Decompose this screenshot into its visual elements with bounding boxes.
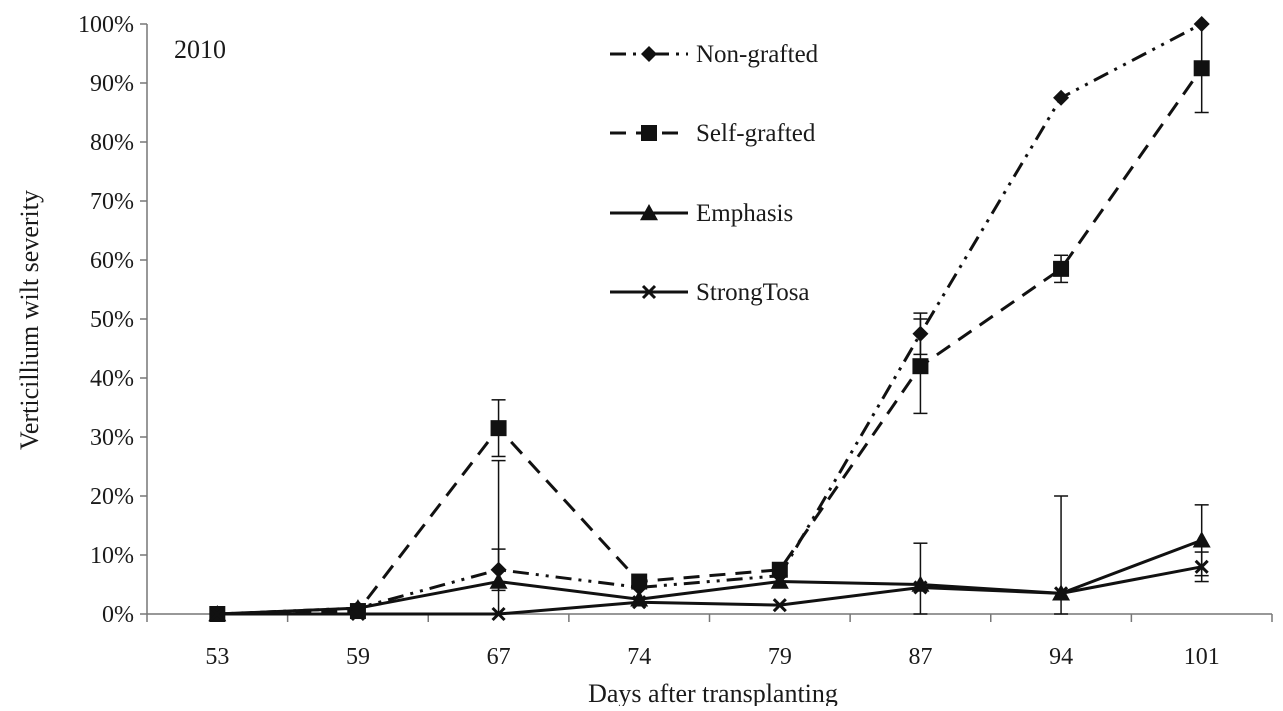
legend-label: Emphasis bbox=[696, 200, 793, 227]
y-tick-label: 30% bbox=[90, 425, 134, 451]
series-markers bbox=[208, 16, 1211, 622]
y-tick-label: 100% bbox=[78, 12, 134, 38]
y-tick-label: 90% bbox=[90, 71, 134, 97]
data-point-triangle bbox=[489, 572, 508, 589]
data-point-square bbox=[1193, 60, 1210, 77]
x-tick-label: 79 bbox=[768, 644, 792, 670]
data-point-square bbox=[631, 573, 648, 590]
y-tick-label: 50% bbox=[90, 307, 134, 333]
x-tick-label: 94 bbox=[1049, 644, 1073, 670]
data-point-triangle bbox=[770, 572, 789, 589]
data-point-x bbox=[1194, 559, 1209, 574]
series-line-0 bbox=[217, 22, 1203, 616]
x-tick-label: 53 bbox=[205, 644, 229, 670]
tick-labels: 0% 10% 20% 30% 40% 50% 60% 70% 80% 90% 100% 53 59 67 7… bbox=[78, 12, 1220, 670]
data-point-square bbox=[490, 420, 507, 437]
y-tick-label: 20% bbox=[90, 484, 134, 510]
series-line-3 bbox=[217, 565, 1202, 616]
legend-label: StrongTosa bbox=[696, 279, 810, 306]
legend: Non-grafted Self-grafted Emphasis StrongTos… bbox=[610, 41, 819, 306]
y-tick-label: 0% bbox=[102, 602, 134, 628]
x-tick-label: 74 bbox=[627, 644, 651, 670]
data-point-triangle bbox=[630, 590, 649, 607]
error-bars bbox=[491, 23, 1209, 615]
data-point-x bbox=[491, 606, 506, 622]
x-tick-label: 59 bbox=[346, 644, 370, 670]
data-point-x bbox=[350, 606, 365, 622]
y-tick-label: 70% bbox=[90, 189, 134, 215]
data-point-triangle bbox=[1192, 531, 1211, 548]
y-tick-label: 60% bbox=[90, 248, 134, 274]
data-point-diamond bbox=[1053, 89, 1070, 106]
legend-marker-triangle bbox=[640, 204, 658, 221]
legend-label: Non-grafted bbox=[696, 41, 819, 68]
y-tick-label: 40% bbox=[90, 366, 134, 392]
data-point-triangle bbox=[911, 575, 930, 592]
legend-marker-square bbox=[641, 125, 657, 141]
data-point-diamond bbox=[912, 325, 929, 342]
x-tick-label: 67 bbox=[487, 644, 511, 670]
x-axis-title: Days after transplanting bbox=[588, 679, 838, 706]
x-tick-label: 101 bbox=[1184, 644, 1220, 670]
data-point-x bbox=[1053, 586, 1069, 601]
data-point-diamond bbox=[1193, 16, 1210, 32]
data-point-square bbox=[1053, 260, 1070, 277]
legend-label: Self-grafted bbox=[696, 120, 816, 147]
data-point-x bbox=[913, 580, 928, 595]
data-point-x bbox=[632, 595, 647, 610]
y-tick-label: 80% bbox=[90, 130, 134, 156]
data-point-square bbox=[912, 358, 929, 375]
axes bbox=[140, 23, 1273, 622]
data-point-diamond bbox=[490, 561, 507, 578]
legend-marker-x bbox=[641, 284, 657, 300]
data-point-x bbox=[772, 598, 787, 613]
legend-marker-diamond bbox=[641, 46, 657, 62]
y-tick-label: 10% bbox=[90, 543, 134, 569]
year-annotation: 2010 bbox=[174, 35, 226, 64]
y-axis-title: Verticillium wilt severity bbox=[15, 190, 44, 450]
data-point-x bbox=[210, 606, 225, 622]
data-point-square bbox=[771, 561, 788, 578]
series-line-1 bbox=[217, 67, 1203, 616]
x-tick-label: 87 bbox=[908, 644, 932, 670]
series-lines bbox=[217, 22, 1203, 616]
